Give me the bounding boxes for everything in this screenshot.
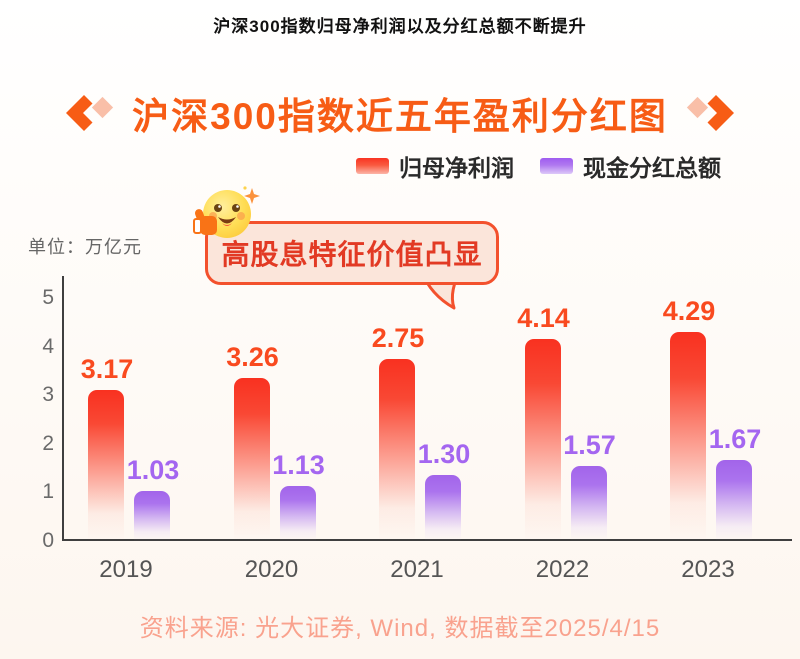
y-axis-line [62, 276, 64, 541]
legend-swatch-red [356, 158, 389, 174]
bar-dividend [716, 460, 752, 541]
bar-value-label: 2.75 [371, 322, 425, 353]
bar-dividend [570, 465, 607, 541]
bar-dividend [279, 486, 316, 541]
bar-value-label: 4.29 [662, 296, 716, 327]
bar-value-label: 1.57 [563, 429, 616, 460]
callout-bubble: 高股息特征价值凸显 [205, 221, 499, 285]
callout-text: 高股息特征价值凸显 [221, 239, 483, 270]
legend-item-dividend: 现金分红总额 [540, 149, 721, 183]
bar-value-label: 1.30 [417, 439, 471, 470]
page-title: 沪深300指数近五年盈利分红图 [132, 96, 668, 137]
y-tick-label: 1 [42, 480, 54, 504]
bar-value-label: 1.13 [272, 450, 325, 481]
legend-label: 现金分红总额 [583, 155, 721, 181]
bar-net-profit [379, 358, 415, 541]
diamond-left-icon [66, 95, 114, 131]
y-tick-label: 4 [42, 334, 54, 358]
x-axis-year-label: 2019 [99, 556, 153, 583]
y-tick-label: 0 [42, 529, 54, 552]
bar-dividend [425, 475, 461, 541]
bar-value-label: 1.03 [126, 455, 180, 486]
bar-value-label: 4.14 [517, 303, 570, 334]
chart-legend: 归母净利润 现金分红总额 [356, 149, 721, 183]
bar-net-profit [524, 339, 561, 541]
data-source-note: 资料来源: 光大证券, Wind, 数据截至2025/4/15 [139, 615, 661, 642]
bar-dividend [134, 491, 170, 541]
legend-item-net-profit: 归母净利润 [356, 149, 514, 183]
x-axis-year-label: 2023 [681, 556, 735, 583]
x-axis-year-label: 2022 [535, 556, 590, 583]
diamond-right-icon [686, 95, 734, 131]
x-axis-year-label: 2021 [390, 556, 444, 583]
bar-net-profit [88, 390, 124, 541]
y-tick-label: 2 [42, 431, 54, 455]
legend-swatch-purple [540, 158, 573, 174]
bar-net-profit [233, 378, 270, 541]
legend-label: 归母净利润 [399, 155, 514, 181]
y-axis-unit-label: 单位：万亿元 [28, 237, 142, 257]
bar-net-profit [670, 332, 706, 541]
page-headline: 沪深300指数归母净利润以及分红总额不断提升 [213, 17, 587, 36]
y-tick-label: 5 [42, 286, 54, 309]
bar-value-label: 3.17 [80, 354, 134, 385]
bar-value-label: 3.26 [226, 342, 279, 373]
bar-value-label: 1.67 [708, 424, 762, 455]
thumbs-up-smiley-icon [193, 186, 260, 238]
x-axis-year-label: 2020 [244, 556, 299, 583]
y-tick-label: 3 [42, 383, 54, 407]
main-title-row: 沪深300指数近五年盈利分红图 [0, 86, 800, 140]
